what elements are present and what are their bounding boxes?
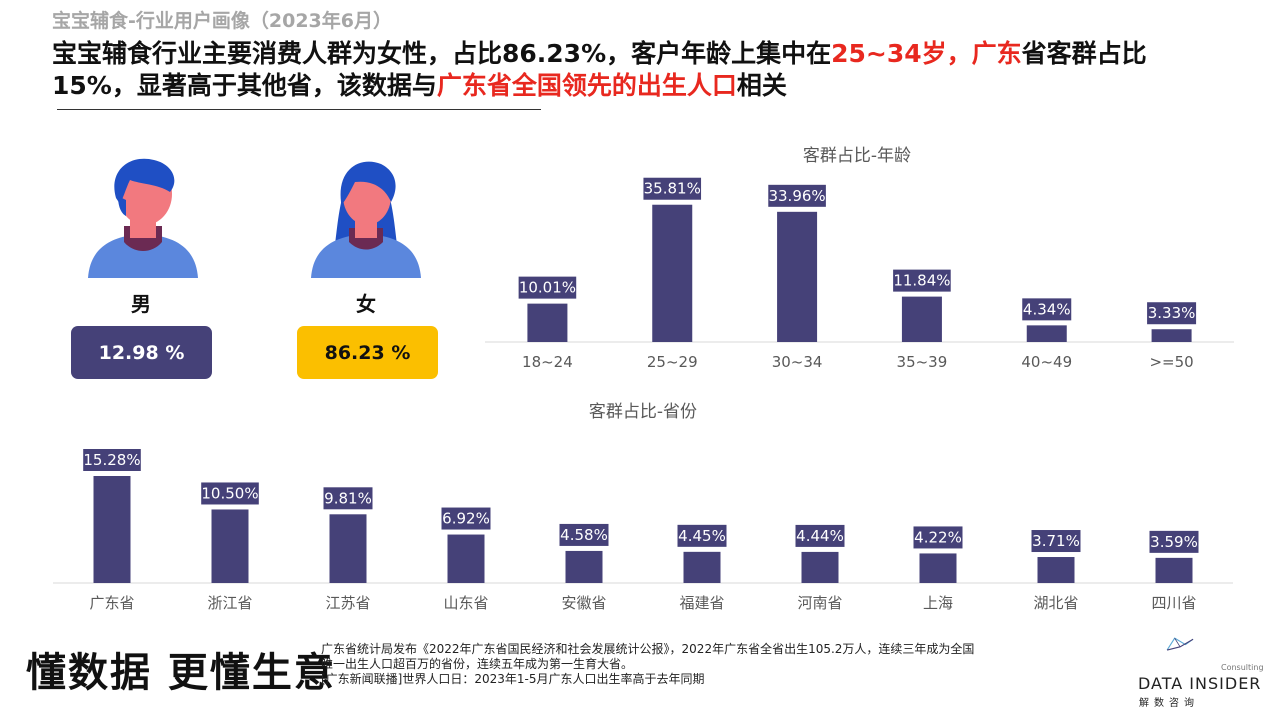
data-label-box [1149, 530, 1199, 553]
x-tick-label: 湖北省 [1033, 594, 1078, 612]
chart-title: 客群占比-省份 [589, 402, 697, 422]
bar [652, 204, 693, 342]
data-label: 15.28% [83, 451, 140, 469]
data-label-box [83, 449, 141, 471]
x-tick-label: 广东省 [89, 594, 134, 612]
data-label: 10.01% [519, 279, 576, 297]
data-label-box [323, 487, 373, 510]
headline: 宝宝辅食行业主要消费人群为女性，占比86.23%，客户年龄上集中在25~34岁，… [52, 38, 1182, 102]
x-tick-label: >=50 [1149, 353, 1193, 371]
male-share-badge: 12.98 % [71, 326, 212, 379]
female-share-badge: 86.23 % [297, 326, 438, 379]
source-note-line: 唯一出生人口超百万的省份，连续五年成为第一生育大省。 [321, 657, 634, 671]
x-tick-label: 40~49 [1021, 353, 1072, 371]
bar [1151, 329, 1192, 342]
source-notes: 广东省统计局发布《2022年广东省国民经济和社会发展统计公报》，2022年广东省… [321, 642, 1081, 687]
data-label-box [1022, 298, 1072, 321]
female-label: 女 [356, 292, 376, 316]
data-label-box [559, 523, 609, 546]
page-subtitle: 宝宝辅食-行业用户画像（2023年6月） [52, 10, 392, 32]
headline-highlight: 25~34岁，广东 [831, 39, 1022, 68]
bar [329, 514, 367, 583]
female-person-icon [311, 158, 421, 278]
x-tick-label: 江苏省 [325, 594, 370, 612]
data-label: 3.33% [1148, 304, 1196, 322]
data-label: 4.22% [914, 528, 962, 546]
bar [919, 553, 957, 583]
x-tick-label: 四川省 [1151, 594, 1196, 612]
data-insider-logo-icon [1166, 637, 1194, 651]
x-tick-label: 35~39 [897, 353, 948, 371]
data-label-box [518, 276, 577, 299]
x-tick-label: 河南省 [797, 594, 842, 612]
data-label: 4.44% [796, 527, 844, 545]
x-tick-label: 30~34 [772, 353, 823, 371]
x-tick-label: 浙江省 [207, 594, 252, 612]
data-label: 11.84% [893, 272, 950, 290]
data-label: 35.81% [644, 180, 701, 198]
province-chart: 客群占比-省份 15.28% 广东省 10.50% 浙江省 9.81% 江苏省 6.92% 山东… [53, 402, 1233, 612]
data-label: 10.50% [201, 484, 258, 502]
bar [93, 476, 131, 583]
logo-chinese-name: 解数咨询 [1139, 698, 1199, 709]
age-chart: 客群占比-年龄 10.01% 18~24 35.81% 25~29 33.96% 30~34… [485, 146, 1234, 371]
data-label-box [441, 507, 491, 530]
bar [1026, 325, 1067, 342]
bar [1037, 557, 1075, 583]
data-label: 4.34% [1023, 300, 1071, 318]
data-label-box [677, 524, 727, 547]
data-label: 3.59% [1150, 533, 1198, 551]
data-label-box [893, 269, 951, 292]
data-label-box [643, 177, 702, 200]
bar [1155, 557, 1193, 583]
male-person-icon [88, 158, 198, 278]
bar [683, 551, 721, 583]
data-label: 33.96% [768, 187, 825, 205]
source-note-line: [广东新闻联播]世界人口日：2023年1-5月广东人口出生率高于去年同期 [321, 672, 705, 686]
x-tick-label: 25~29 [647, 353, 698, 371]
headline-text: 省客群占比15%，显著高于其他省，该数据与 [52, 39, 1147, 100]
data-label: 4.45% [678, 527, 726, 545]
slogan: 懂数据 更懂生意 [26, 650, 336, 696]
data-label-box [768, 184, 826, 207]
bar [211, 509, 249, 583]
data-label: 4.58% [560, 526, 608, 544]
headline-underline [57, 109, 541, 110]
x-tick-label: 18~24 [522, 353, 573, 371]
chart-title: 客群占比-年龄 [803, 146, 911, 166]
bar [565, 550, 603, 583]
headline-text: 相关 [736, 71, 787, 100]
bar [901, 296, 942, 342]
x-tick-label: 福建省 [679, 594, 724, 612]
source-note-line: 广东省统计局发布《2022年广东省国民经济和社会发展统计公报》，2022年广东省… [321, 642, 975, 656]
logo-consulting-text: Consulting [1221, 663, 1264, 672]
x-tick-label: 上海 [923, 594, 953, 612]
data-label: 6.92% [442, 510, 490, 528]
data-label-box [1147, 302, 1197, 325]
logo-name: DATA INSIDER [1138, 674, 1262, 693]
data-label-box [1031, 530, 1081, 553]
x-tick-label: 安徽省 [561, 594, 606, 612]
data-label: 9.81% [324, 489, 372, 507]
headline-highlight: 广东省全国领先的出生人口 [436, 71, 737, 100]
data-label-box [913, 526, 963, 549]
headline-text: 宝宝辅食行业主要消费人群为女性，占比86.23%，客户年龄上集中在 [52, 39, 832, 68]
bar [527, 303, 568, 342]
bar [801, 551, 839, 583]
data-label-box [201, 482, 259, 505]
data-label: 3.71% [1032, 532, 1080, 550]
bar [777, 211, 818, 342]
x-tick-label: 山东省 [443, 594, 488, 612]
bar [447, 534, 485, 583]
data-label-box [795, 524, 845, 547]
male-label: 男 [131, 292, 151, 316]
